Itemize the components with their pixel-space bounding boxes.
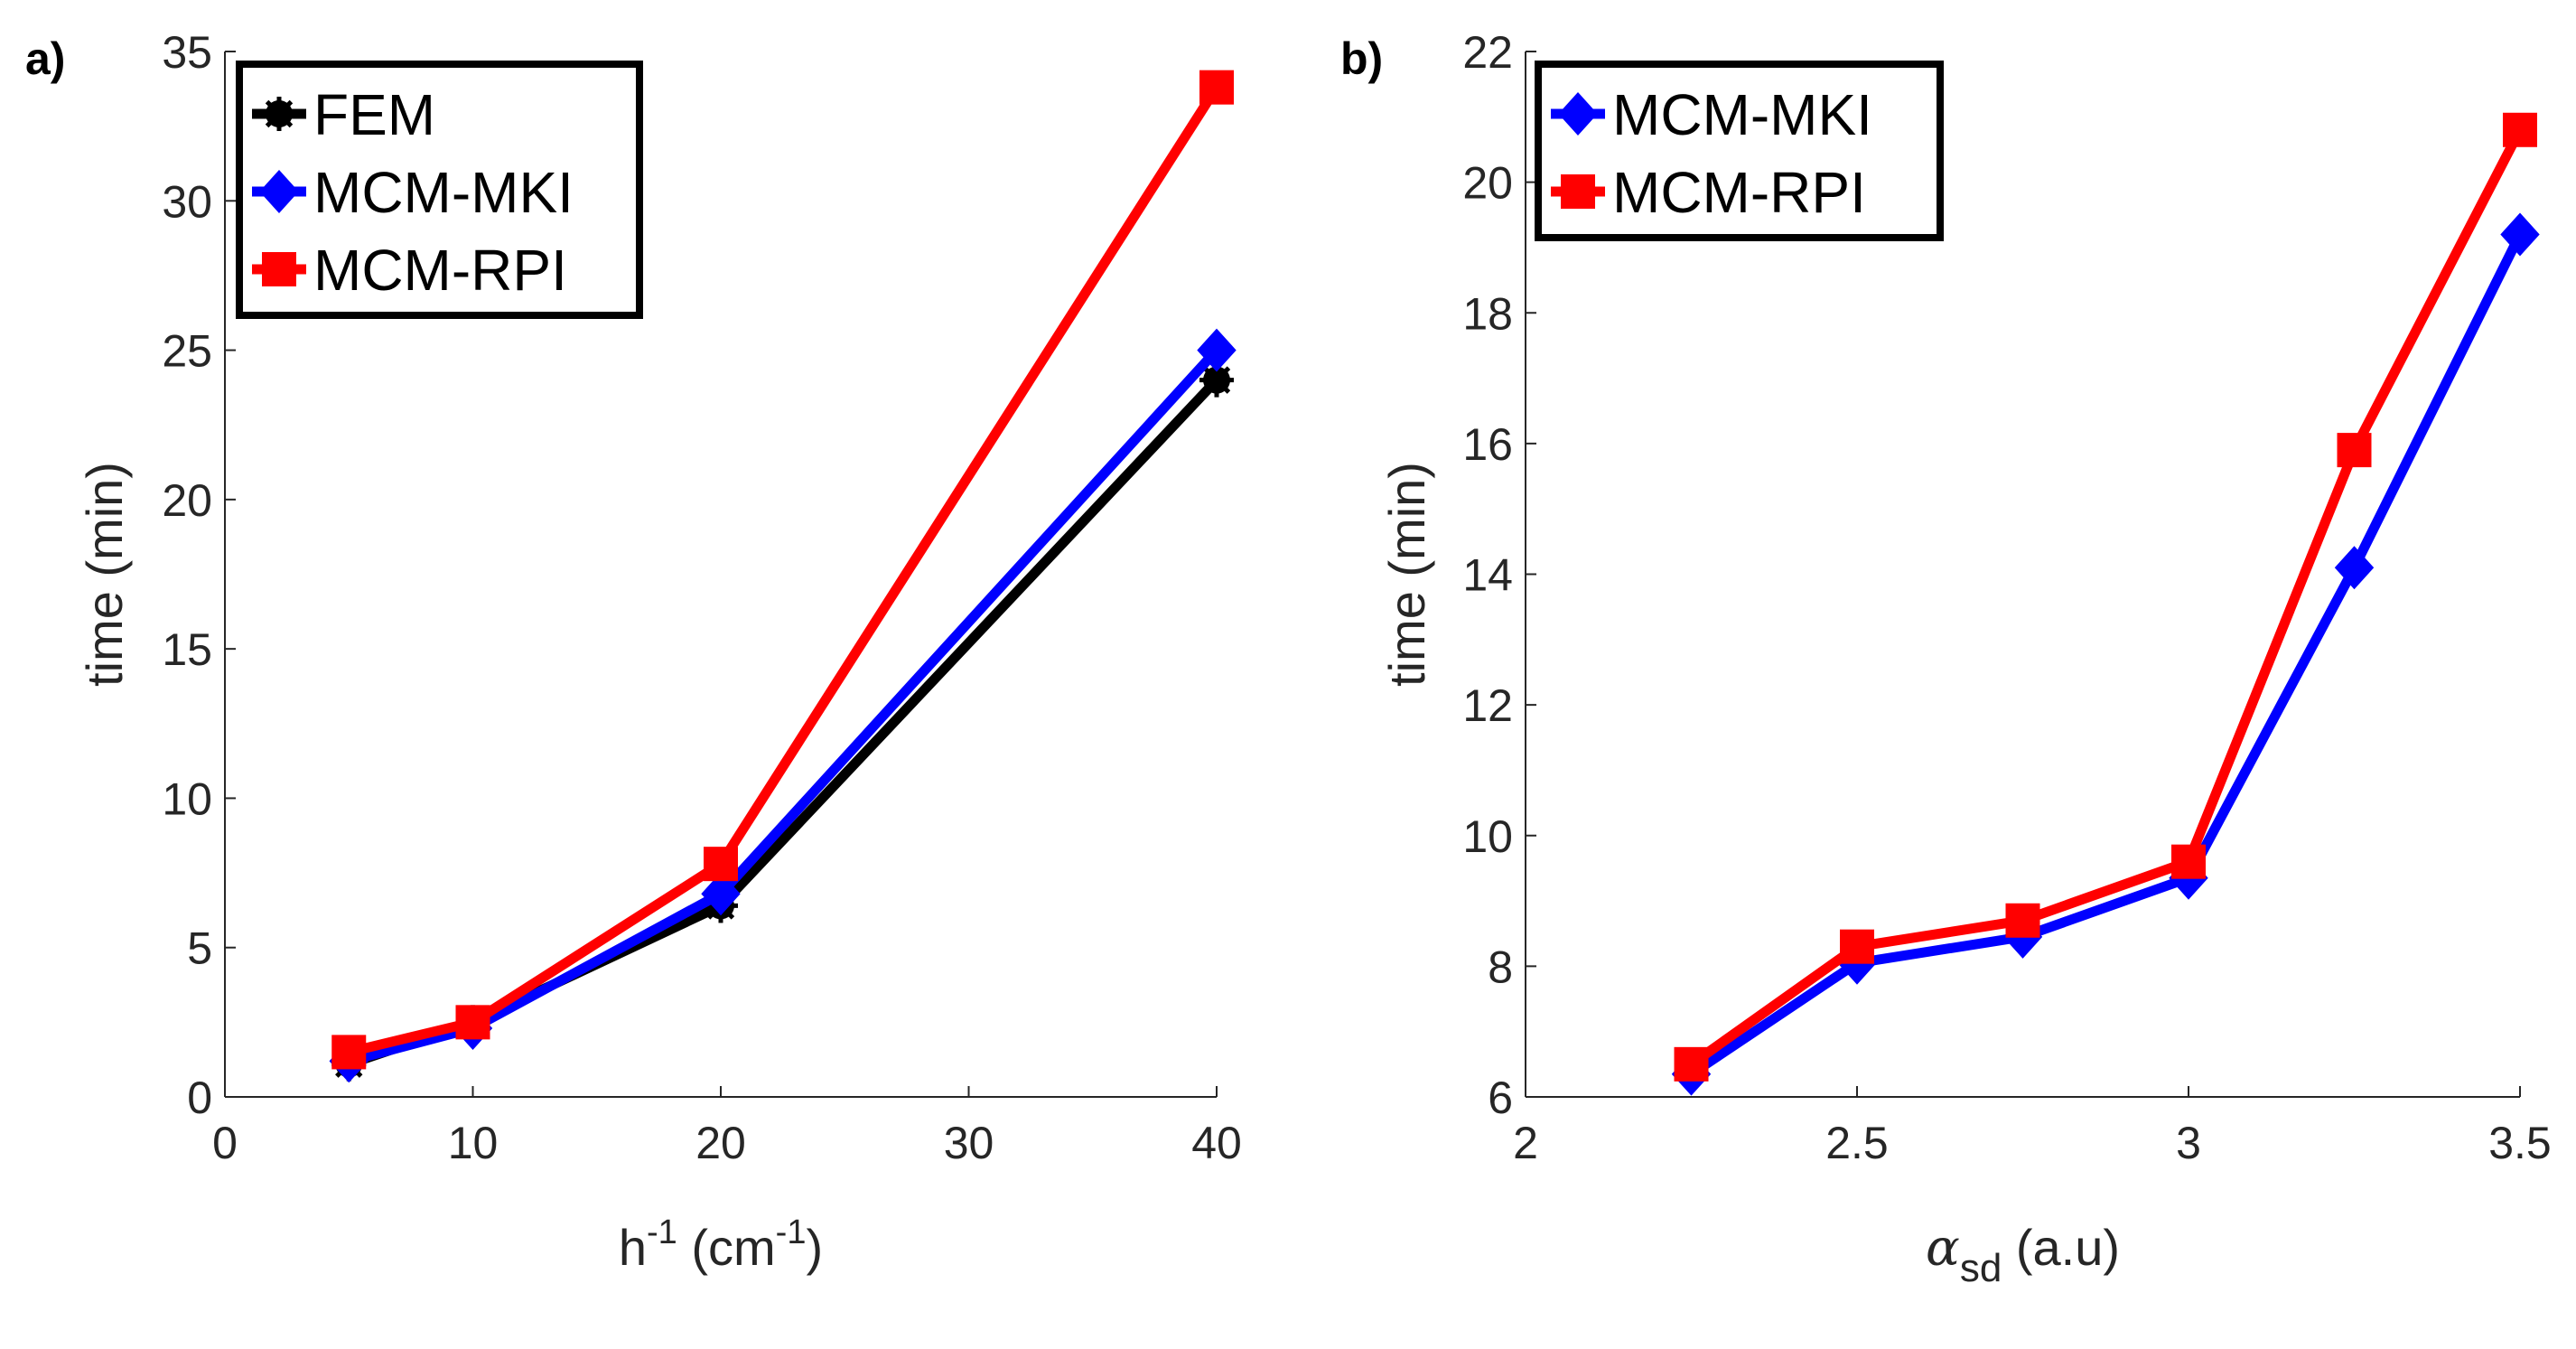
y-tick-label: 10 (162, 773, 212, 824)
x-tick-label: 40 (1191, 1118, 1242, 1168)
x-label-main: h (619, 1219, 647, 1276)
y-tick-label: 16 (1462, 419, 1513, 470)
series-mcm-mki (329, 328, 1237, 1083)
data-point (455, 1005, 490, 1040)
x-tick-label: 2.5 (1825, 1118, 1889, 1168)
series-line (347, 346, 1221, 1066)
x-label-subscript: sd (1960, 1246, 2002, 1290)
y-tick-label: 22 (1462, 27, 1513, 78)
y-tick-label: 12 (1462, 680, 1513, 731)
y-tick-label: 10 (1462, 811, 1513, 862)
data-point (1674, 1046, 1709, 1082)
x-tick-label: 10 (448, 1118, 499, 1168)
y-tick-label: 15 (162, 624, 212, 675)
y-tick-label: 6 (1488, 1073, 1513, 1123)
y-tick-label: 8 (1488, 941, 1513, 992)
legend-entry: MCM-MKI (1612, 82, 1872, 147)
y-tick-label: 20 (1462, 158, 1513, 209)
x-tick-label: 20 (695, 1118, 746, 1168)
x-tick-label: 0 (212, 1118, 238, 1168)
x-label-main: α (1926, 1219, 1960, 1278)
legend-entry: FEM (313, 82, 435, 147)
legend: FEM MCM-MKI MCM-RPI (236, 61, 643, 319)
x-label-unit: (cm (677, 1219, 776, 1276)
legend-entry: MCM-MKI (313, 160, 574, 225)
y-tick-label: 20 (162, 475, 212, 526)
legend-marker-square-icon (262, 252, 296, 286)
chart-panel-b: 2 2.5 3 3.5 6 8 10 12 14 16 18 20 22 b) time (min) αsd … (1340, 27, 2552, 1290)
series-line (1688, 127, 2525, 1069)
x-label-superscript: -1 (647, 1213, 677, 1251)
x-label-close: ) (806, 1219, 823, 1276)
y-tick-label: 5 (187, 923, 212, 974)
y-tick-label: 25 (162, 326, 212, 377)
x-label-unit-superscript: -1 (776, 1213, 807, 1251)
data-point (701, 872, 741, 916)
x-tick-label: 30 (944, 1118, 994, 1168)
data-point (704, 847, 738, 882)
data-point (2500, 212, 2540, 257)
data-point (2171, 844, 2206, 879)
data-point (2337, 433, 2372, 468)
data-point (1197, 328, 1237, 372)
legend-marker-square-icon (1561, 174, 1595, 209)
y-axis-label: time (min) (1378, 462, 1435, 687)
legend: MCM-MKI MCM-RPI (1535, 61, 1944, 241)
legend-marker-diamond-icon (1558, 92, 1598, 136)
data-point (2334, 546, 2375, 590)
y-tick-label: 30 (162, 176, 212, 227)
panel-label: a) (25, 33, 65, 84)
y-tick-label: 0 (187, 1073, 212, 1123)
x-label-unit: (a.u) (2002, 1219, 2120, 1276)
panel-label: b) (1340, 33, 1383, 84)
series-mcm-rpi (1674, 112, 2537, 1082)
series-mcm-rpi (331, 70, 1234, 1070)
legend-entry: MCM-RPI (1612, 160, 1866, 225)
legend-marker-diamond-icon (259, 170, 299, 213)
legend-box (1535, 61, 1944, 241)
y-axis-label: time (min) (76, 462, 133, 687)
data-point (2005, 903, 2040, 938)
legend-entry: MCM-RPI (313, 238, 567, 303)
x-axis-label: αsd (a.u) (1926, 1219, 2120, 1290)
y-tick-label: 18 (1462, 288, 1513, 339)
x-tick-label: 3.5 (2488, 1118, 2552, 1168)
series-line (347, 84, 1221, 1057)
x-tick-label: 2 (1513, 1118, 1538, 1168)
y-tick-label: 14 (1462, 550, 1513, 601)
data-point-ray (1202, 366, 1231, 394)
series-line (347, 376, 1221, 1069)
series-fem (331, 362, 1234, 1082)
y-tick-label: 35 (162, 27, 212, 78)
data-point (331, 1035, 367, 1070)
data-point (2503, 112, 2537, 147)
data-point (1840, 929, 1874, 964)
data-point (1199, 70, 1234, 105)
series-line (1688, 232, 2525, 1079)
legend-marker-star-icon-ray (265, 99, 294, 128)
x-axis-label: h-1 (cm-1) (619, 1213, 823, 1276)
x-tick-label: 3 (2176, 1118, 2201, 1168)
